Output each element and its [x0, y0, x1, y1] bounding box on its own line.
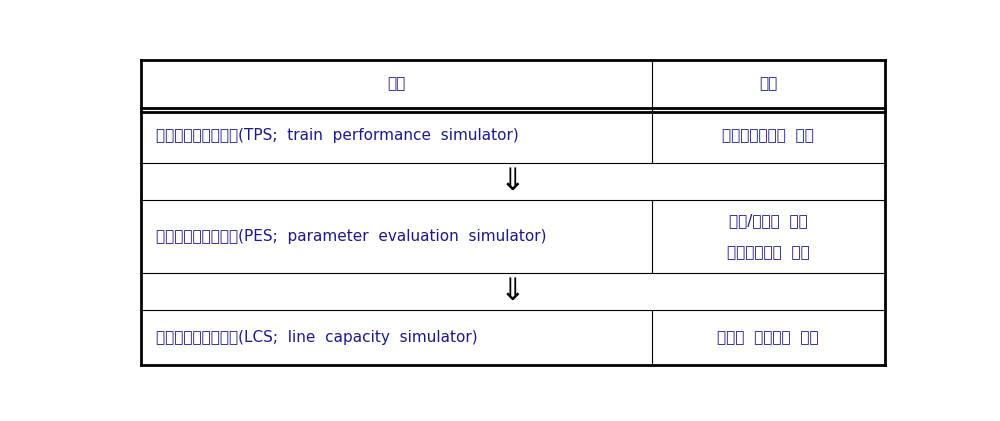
Text: 구간별  선로용량  평가: 구간별 선로용량 평가	[717, 330, 819, 345]
Text: 열차성능시뮬레이션(TPS;  train  performance  simulator): 열차성능시뮬레이션(TPS; train performance simulat…	[156, 128, 519, 143]
Text: 구간특성모수  선정: 구간특성모수 선정	[727, 245, 810, 260]
Text: 모수평가시뮬레이션(PES;  parameter  evaluation  simulator): 모수평가시뮬레이션(PES; parameter evaluation simu…	[156, 229, 546, 244]
Text: 선로용량시뮬레이션(LCS;  line  capacity  simulator): 선로용량시뮬레이션(LCS; line capacity simulator)	[156, 330, 478, 345]
Text: 외란/강인성  분석: 외란/강인성 분석	[729, 213, 808, 228]
Text: 내용: 내용	[759, 77, 777, 92]
Text: ⇓: ⇓	[500, 167, 525, 196]
Text: 열차성능데이터  산출: 열차성능데이터 산출	[722, 128, 814, 143]
Text: 단계: 단계	[387, 77, 405, 92]
Text: ⇓: ⇓	[500, 277, 525, 306]
